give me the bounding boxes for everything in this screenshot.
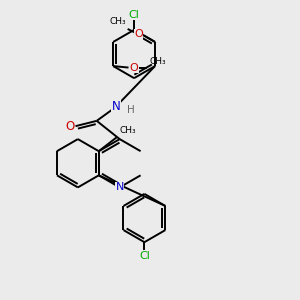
Text: O: O bbox=[129, 63, 138, 73]
Text: O: O bbox=[66, 120, 75, 133]
Text: CH₃: CH₃ bbox=[110, 17, 126, 26]
Text: N: N bbox=[116, 182, 124, 192]
Text: H: H bbox=[127, 105, 135, 115]
Text: Cl: Cl bbox=[139, 251, 150, 261]
Text: CH₃: CH₃ bbox=[119, 126, 136, 135]
Text: CH₃: CH₃ bbox=[149, 57, 166, 66]
Text: Cl: Cl bbox=[129, 10, 140, 20]
Text: N: N bbox=[112, 100, 121, 113]
Text: O: O bbox=[134, 29, 143, 39]
